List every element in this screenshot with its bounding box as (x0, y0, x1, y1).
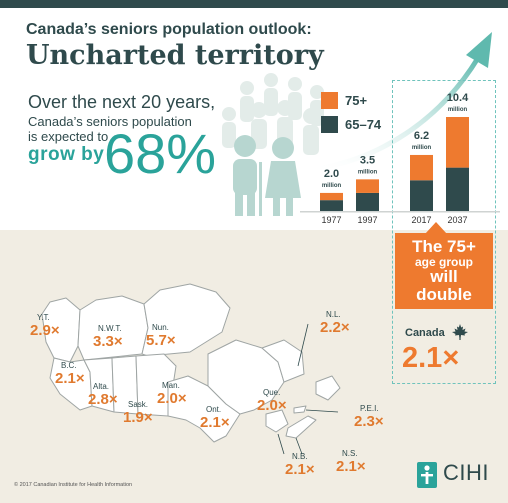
x-tick-2017: 2017 (411, 215, 431, 225)
top-bar (0, 0, 508, 8)
lead-line-2: Canada’s seniors population (28, 114, 192, 129)
callout-line-4: double (416, 285, 472, 305)
total-unit-1977: million (322, 183, 342, 189)
copyright: © 2017 Canadian Institute for Health Inf… (14, 482, 133, 488)
subtitle: Canada’s seniors population outlook: (26, 21, 312, 38)
growth-percent: 68% (104, 122, 217, 185)
growth-arrow-icon (309, 32, 492, 173)
region-newfoundland (315, 375, 341, 401)
callout-line-2: age group (414, 254, 473, 269)
province-name-yt: Y.T. (37, 313, 50, 322)
total-unit-2017: million (412, 145, 432, 151)
province-value-nb: 2.1× (285, 461, 315, 478)
legend-swatch-65to74 (321, 116, 338, 133)
region-quebec (207, 339, 285, 415)
province-name-ont: Ont. (206, 405, 222, 414)
province-value-que: 2.0× (257, 397, 287, 414)
cihi-logo (417, 462, 437, 488)
legend-swatch-75plus (321, 92, 338, 109)
province-name-ns: N.S. (342, 449, 358, 458)
total-unit-2037: million (448, 107, 468, 113)
grow-by-label: grow by (28, 144, 105, 165)
callout-line-1: The 75+ (412, 237, 476, 256)
canada-label: Canada (405, 327, 445, 339)
region-nunavut (141, 283, 231, 357)
seniors-people-icon (222, 73, 324, 216)
province-value-nwt: 3.3× (93, 333, 123, 350)
bar-2037-75plus (446, 117, 469, 168)
region-ontario (167, 375, 241, 443)
callout-line-3: will (430, 267, 458, 287)
bar-1997-65to74 (356, 192, 379, 211)
province-value-pei: 2.3× (354, 413, 384, 430)
province-name-pei: P.E.I. (360, 404, 379, 413)
canada-value: 2.1× (402, 342, 460, 374)
region-new-brunswick (265, 409, 289, 433)
x-tick-2037: 2037 (447, 215, 467, 225)
total-label-2017: 6.2 (414, 130, 429, 142)
region-alberta (83, 357, 115, 413)
bar-1977-75plus (320, 192, 343, 201)
province-value-ont: 2.1× (200, 414, 230, 431)
legend-label-75plus: 75+ (345, 93, 368, 108)
total-label-1997: 3.5 (360, 154, 375, 166)
province-name-alta: Alta. (93, 382, 110, 391)
bar-1997-75plus (356, 179, 379, 193)
province-name-man: Man. (162, 381, 180, 390)
bar-2037-65to74 (446, 167, 469, 211)
province-name-bc: B.C. (61, 361, 77, 370)
total-unit-1997: million (358, 169, 378, 175)
region-pei (293, 405, 307, 414)
province-name-que: Que. (263, 388, 281, 397)
province-value-alta: 2.8× (88, 391, 118, 408)
region-nova-scotia (285, 415, 317, 439)
legend-label-65to74: 65–74 (345, 117, 382, 132)
province-value-sask: 1.9× (123, 409, 153, 426)
province-name-nb: N.B. (292, 452, 308, 461)
province-value-nl: 2.2× (320, 319, 350, 336)
province-value-ns: 2.1× (336, 458, 366, 475)
lead-line-3: is expected to (28, 129, 109, 144)
callout-box (395, 233, 493, 309)
chart-baseline (300, 211, 500, 213)
bar-1977-65to74 (320, 200, 343, 211)
page-title: Uncharted territory (26, 40, 324, 71)
highlight-box (392, 80, 496, 384)
seniors-bar-chart: 2.0 million 1977 3.5 million 1997 6.2 million 20… (300, 92, 500, 225)
bar-2017-75plus (410, 154, 433, 181)
province-name-nwt: N.W.T. (98, 324, 122, 333)
province-value-yt: 2.9× (30, 322, 60, 339)
province-name-sask: Sask. (128, 400, 149, 409)
cihi-wordmark: CIHI (443, 460, 489, 485)
callout-notch (425, 222, 447, 234)
x-tick-1977: 1977 (321, 215, 341, 225)
province-name-nun: Nun. (152, 323, 169, 332)
total-label-1977: 2.0 (324, 168, 339, 180)
total-label-2037: 10.4 (447, 92, 469, 104)
province-value-nun: 5.7× (146, 332, 176, 349)
canada-map (41, 283, 341, 455)
x-tick-1997: 1997 (357, 215, 377, 225)
province-value-man: 2.0× (157, 390, 187, 407)
province-name-nl: N.L. (326, 310, 341, 319)
province-value-bc: 2.1× (55, 370, 85, 387)
bar-2017-65to74 (410, 180, 433, 211)
callout-text: The 75+ age group will double (395, 238, 493, 304)
lead-line-1: Over the next 20 years, (28, 92, 216, 112)
maple-leaf-icon (452, 324, 468, 340)
region-labrador (261, 339, 305, 383)
